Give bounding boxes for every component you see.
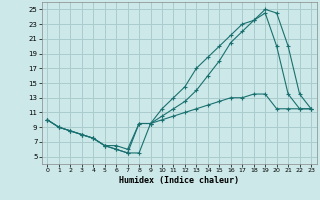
X-axis label: Humidex (Indice chaleur): Humidex (Indice chaleur) — [119, 176, 239, 185]
